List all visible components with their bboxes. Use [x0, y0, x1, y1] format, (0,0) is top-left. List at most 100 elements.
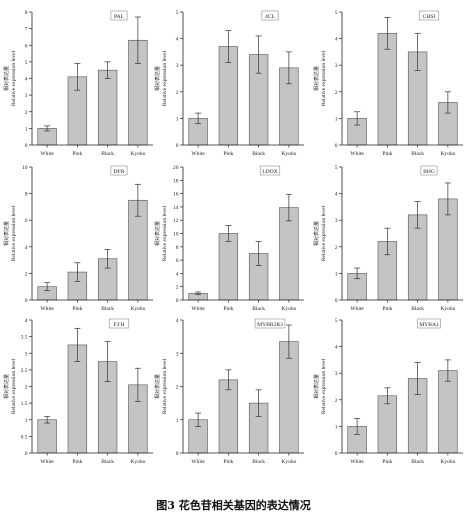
- chart-panel-bhg: 相对表达量 Relative expression level 0 1 2 3 4 5 Whit…: [313, 165, 463, 312]
- chart-panel-chsi: 相对表达量 Relative expression level 0 1 2 3 4 5 Whit…: [313, 10, 463, 157]
- chart-title: MYBA1: [419, 322, 439, 328]
- y-tick-label: 4: [176, 271, 179, 277]
- chart-panel-f3h: 相对表达量 Relative expression level 0 0.5 1 1.5 2 2…: [3, 318, 153, 465]
- y-tick-label: 10: [22, 165, 28, 171]
- x-tick-label: Pink: [223, 459, 233, 465]
- y-axis-title-zh: 相对表达量: [3, 374, 10, 399]
- chart-title: LDOX: [262, 169, 278, 175]
- y-axis-title-zh: 相对表达量: [154, 221, 161, 246]
- y-axis-title-en: Relative expression level: [321, 50, 327, 106]
- figure-caption: 图3 花色苷相关基因的表达情况: [156, 499, 311, 512]
- y-tick-label: 1: [335, 116, 338, 122]
- x-tick-label: Kyoho: [281, 151, 296, 157]
- y-tick-label: 0: [25, 143, 28, 149]
- y-tick-label: 0: [176, 451, 179, 457]
- y-tick-label: 10: [173, 232, 179, 238]
- y-axis-title-en: Relative expression level: [11, 358, 17, 414]
- y-tick-label: 4: [25, 77, 28, 83]
- chart-panel-4cl: 相对表达量 Relative expression level 0 1 2 3 4 5 Whit…: [154, 10, 304, 157]
- x-tick-label: Black: [252, 306, 265, 312]
- y-axis-title-en: Relative expression level: [11, 50, 17, 106]
- y-tick-label: 2: [335, 245, 338, 251]
- y-tick-label: 2: [176, 90, 179, 96]
- x-tick-label: Kyoho: [130, 459, 145, 465]
- x-tick-label: Black: [411, 306, 424, 312]
- x-tick-label: White: [40, 151, 54, 157]
- bar-black: [97, 69, 118, 146]
- gene-title-box: [110, 10, 128, 21]
- y-tick-label: 0: [335, 298, 338, 304]
- y-tick-label: 0: [335, 143, 338, 149]
- x-tick-label: Kyoho: [440, 151, 455, 157]
- x-tick-label: Pink: [382, 306, 392, 312]
- y-axis-title-en: Relative expression level: [162, 50, 168, 106]
- y-tick-label: 2.5: [21, 368, 28, 374]
- x-tick-label: Pink: [72, 151, 82, 157]
- y-axis-title-zh: 相对表达量: [313, 374, 320, 399]
- y-tick-label: 6: [176, 258, 179, 264]
- x-tick-label: Black: [252, 151, 265, 157]
- x-tick-label: White: [350, 151, 364, 157]
- y-tick-label: 1: [176, 418, 179, 424]
- x-tick-label: Black: [411, 459, 424, 465]
- y-tick-label: 8: [25, 10, 28, 16]
- y-axis-title-zh: 相对表达量: [3, 221, 10, 246]
- x-tick-label: Kyoho: [440, 459, 455, 465]
- chart-panel-mybr2r3: 相对表达量 Relative expression level 0 1 2 3 4 White…: [154, 318, 304, 465]
- x-tick-label: White: [191, 459, 205, 465]
- y-axis-title-zh: 相对表达量: [313, 221, 320, 246]
- y-tick-label: 2: [335, 90, 338, 96]
- x-tick-label: Black: [252, 459, 265, 465]
- y-axis-title-en: Relative expression level: [321, 205, 327, 261]
- y-tick-label: 4: [176, 37, 179, 43]
- y-tick-label: 5: [176, 10, 179, 16]
- y-tick-label: 4: [25, 318, 28, 324]
- gene-title-box: [259, 165, 281, 176]
- y-tick-label: 5: [25, 60, 28, 66]
- x-tick-label: Pink: [72, 306, 82, 312]
- bar-pink: [377, 32, 398, 146]
- y-tick-label: 1: [176, 116, 179, 122]
- y-tick-label: 0: [25, 451, 28, 457]
- y-tick-label: 3.5: [21, 335, 28, 341]
- gene-title-box: [110, 165, 128, 176]
- bar-white: [37, 419, 57, 454]
- x-tick-label: Black: [411, 151, 424, 157]
- y-tick-label: 8: [25, 192, 28, 198]
- y-tick-label: 1: [335, 271, 338, 277]
- y-tick-label: 3: [176, 351, 179, 357]
- y-tick-label: 1: [25, 126, 28, 132]
- y-tick-label: 0: [176, 298, 179, 304]
- chart-panel-pal: 相对表达量 Relative expression level 0 1 2 3 4 5 6 7 8 W…: [3, 10, 153, 157]
- x-tick-label: Black: [101, 151, 114, 157]
- x-tick-label: White: [350, 459, 364, 465]
- x-tick-label: Pink: [223, 306, 233, 312]
- y-axis-title-zh: 相对表达量: [313, 66, 320, 91]
- x-tick-label: Black: [101, 306, 114, 312]
- y-tick-label: 0: [25, 298, 28, 304]
- gene-title-box: [108, 318, 130, 329]
- y-tick-label: 3: [176, 63, 179, 69]
- chart-title: PAL: [114, 14, 125, 20]
- x-tick-label: White: [191, 306, 205, 312]
- y-axis-title-zh: 相对表达量: [154, 66, 161, 91]
- y-axis-title-en: Relative expression level: [162, 358, 168, 414]
- y-tick-label: 3: [335, 63, 338, 69]
- chart-title: CHSI: [423, 14, 436, 20]
- x-tick-label: White: [40, 459, 54, 465]
- bar-kyoho: [279, 207, 299, 301]
- y-tick-label: 18: [173, 178, 179, 184]
- y-tick-label: 4: [335, 192, 338, 198]
- y-axis-title-en: Relative expression level: [321, 358, 327, 414]
- y-tick-label: 12: [173, 218, 179, 224]
- x-tick-label: Black: [101, 459, 114, 465]
- y-tick-label: 20: [173, 165, 179, 171]
- y-tick-label: 2: [176, 285, 179, 291]
- y-tick-label: 5: [335, 318, 338, 324]
- x-tick-label: White: [191, 151, 205, 157]
- y-tick-label: 3: [335, 218, 338, 224]
- y-tick-label: 4: [176, 318, 179, 324]
- chart-panel-ldox: 相对表达量 Relative expression level 0 2 4 6 8 10 12 1…: [154, 165, 304, 312]
- y-tick-label: 0: [335, 451, 338, 457]
